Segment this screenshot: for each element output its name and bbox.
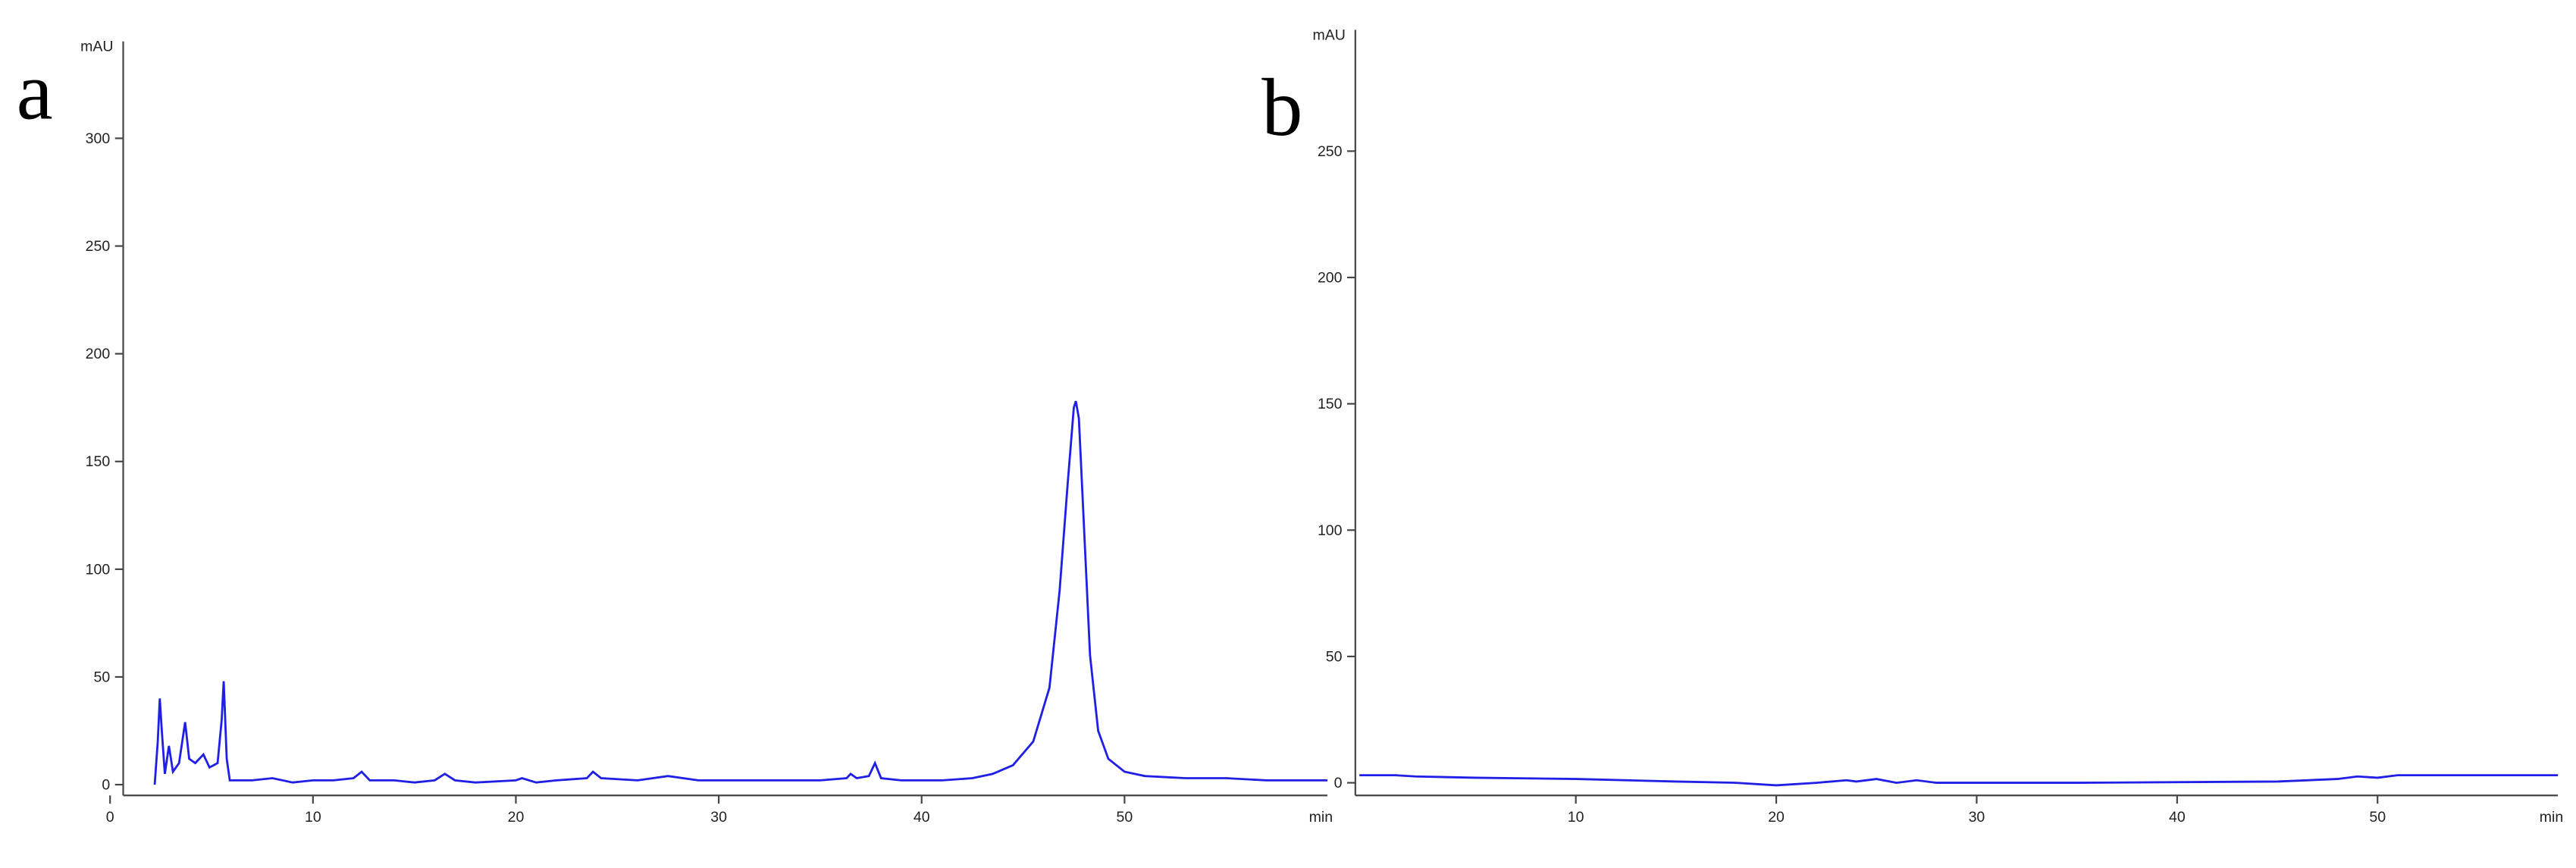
x-tick-label: 10 (305, 809, 321, 826)
y-tick-label: 100 (86, 561, 111, 578)
x-tick-label: 20 (508, 809, 525, 826)
x-tick-label: 40 (914, 809, 930, 826)
y-tick-label: 300 (86, 130, 111, 147)
x-tick-label: 30 (1969, 809, 1985, 826)
y-tick-label: 100 (1318, 522, 1343, 539)
y-axis-label: mAU (80, 39, 113, 55)
y-tick-label: 0 (102, 777, 110, 794)
x-tick-label: 20 (1768, 809, 1785, 826)
panel-label: b (1261, 62, 1302, 153)
y-tick-label: 250 (1318, 143, 1343, 160)
x-tick-label: 30 (710, 809, 727, 826)
y-tick-label: 150 (86, 453, 111, 470)
x-axis-label: min (2540, 809, 2563, 826)
x-tick-label: 50 (2369, 809, 2386, 826)
x-axis-label: min (1309, 809, 1333, 826)
y-tick-label: 250 (86, 238, 111, 255)
panel-label: a (17, 45, 53, 136)
y-tick-label: 150 (1318, 396, 1343, 412)
x-tick-label: 0 (106, 809, 114, 826)
x-tick-label: 10 (1568, 809, 1584, 826)
x-tick-label: 50 (1117, 809, 1133, 826)
chromatogram-line (1359, 774, 2559, 787)
y-tick-label: 50 (93, 669, 110, 685)
x-tick-label: 40 (2169, 809, 2186, 826)
y-tick-label: 50 (1326, 648, 1343, 665)
y-tick-label: 200 (86, 346, 111, 362)
y-tick-label: 0 (1334, 775, 1343, 791)
chromatogram-line (153, 400, 1328, 785)
y-tick-label: 200 (1318, 270, 1343, 287)
y-axis-label: mAU (1313, 27, 1346, 43)
